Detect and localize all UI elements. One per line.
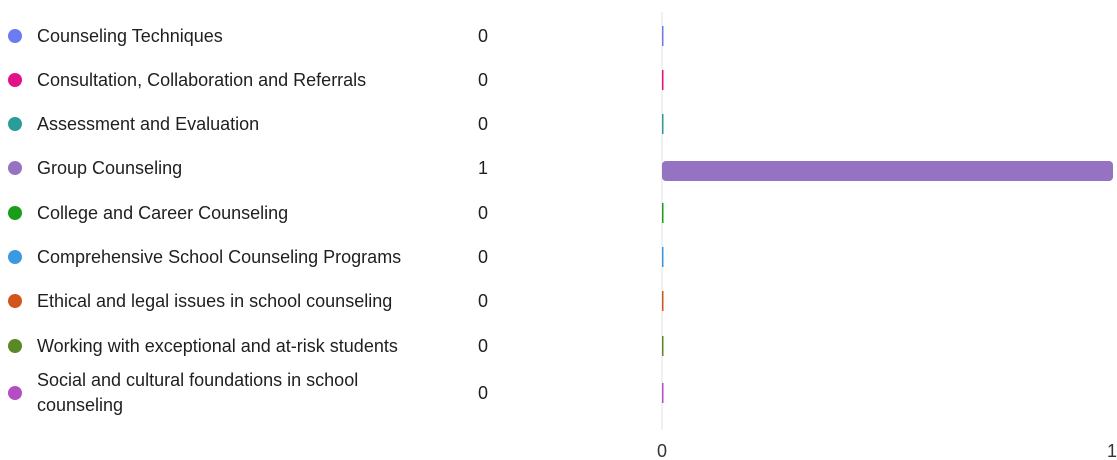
legend-label: Consultation, Collaboration and Referral…: [37, 70, 367, 90]
legend-count: 0: [478, 383, 489, 403]
x-tick-label: 1: [1107, 441, 1117, 460]
bar: [662, 26, 664, 46]
bar: [662, 114, 664, 134]
x-axis-ticks: 0 1: [657, 441, 1117, 460]
legend-item-comprehensive-programs: Comprehensive School Counseling Programs…: [0, 245, 500, 285]
series-color-dot: [8, 386, 22, 400]
series-color-dot: [8, 29, 22, 43]
series-color-dot: [8, 206, 22, 220]
series-color-dot: [8, 161, 22, 175]
legend-count: 0: [478, 114, 489, 134]
bar: [662, 161, 1113, 181]
legend-count: 0: [478, 70, 489, 90]
bars-group: [661, 12, 1113, 430]
bar: [662, 70, 664, 90]
legend-count: 0: [478, 203, 489, 223]
legend-item-college-career: College and Career Counseling 0: [0, 201, 500, 241]
bar: [662, 383, 664, 403]
bar: [662, 247, 664, 267]
legend-item-assessment: Assessment and Evaluation 0: [0, 112, 500, 152]
legend-item-counseling-techniques: Counseling Techniques 0: [0, 24, 500, 64]
legend-label: College and Career Counseling: [37, 203, 289, 223]
bar: [662, 291, 664, 311]
legend-count: 0: [478, 247, 489, 267]
legend-item-exceptional-at-risk: Working with exceptional and at-risk stu…: [0, 334, 500, 374]
series-color-dot: [8, 294, 22, 308]
legend-count: 0: [478, 26, 489, 46]
legend-item-consultation: Consultation, Collaboration and Referral…: [0, 68, 500, 108]
series-color-dot: [8, 73, 22, 87]
series-color-dot: [8, 339, 22, 353]
series-color-dot: [8, 117, 22, 131]
legend-label: Counseling Techniques: [37, 26, 223, 46]
x-tick-label: 0: [657, 441, 667, 460]
legend-item-ethical-legal: Ethical and legal issues in school couns…: [0, 289, 500, 329]
legend-count: 1: [478, 158, 489, 178]
legend-label: Comprehensive School Counseling Programs: [37, 247, 402, 267]
bar: [662, 203, 664, 223]
legend-count: 0: [478, 291, 489, 311]
legend-label: Assessment and Evaluation: [37, 114, 260, 134]
legend-item-group-counseling: Group Counseling 1: [0, 156, 500, 196]
legend-count: 0: [478, 336, 489, 356]
legend-label: Group Counseling: [37, 158, 183, 178]
bar: [662, 336, 664, 356]
legend-item-social-cultural: Social and cultural foundations in schoo…: [0, 368, 500, 422]
legend-label: Working with exceptional and at-risk stu…: [37, 336, 398, 356]
series-color-dot: [8, 250, 22, 264]
legend-label: Ethical and legal issues in school couns…: [37, 291, 393, 311]
legend-label: Social and cultural foundations in schoo…: [37, 370, 359, 415]
